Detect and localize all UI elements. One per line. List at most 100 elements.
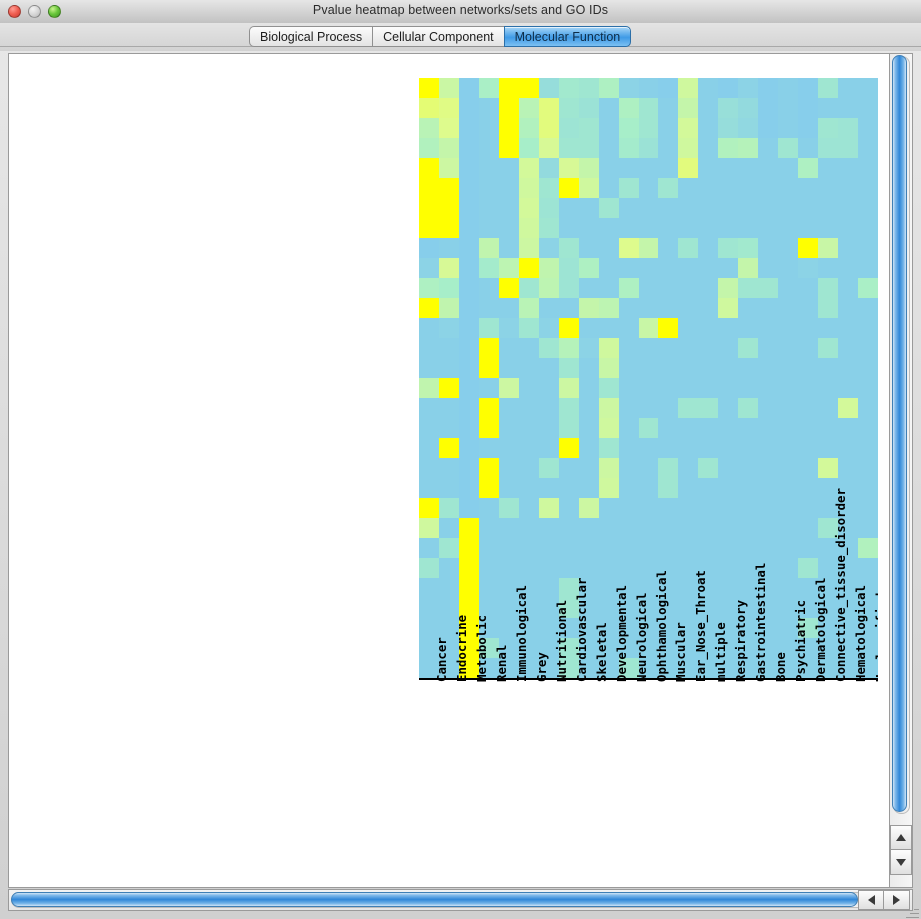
heatmap-cell[interactable]: [858, 538, 878, 559]
heatmap-cell[interactable]: [798, 138, 819, 159]
heatmap-cell[interactable]: [538, 158, 560, 179]
heatmap-cell[interactable]: [738, 598, 759, 619]
heatmap-cell[interactable]: [458, 138, 480, 159]
heatmap-cell[interactable]: [538, 378, 560, 399]
heatmap-cell[interactable]: [438, 598, 460, 619]
heatmap-cell[interactable]: [618, 158, 640, 179]
heatmap-cell[interactable]: [838, 478, 859, 499]
heatmap-cell[interactable]: [658, 198, 680, 219]
heatmap-cell[interactable]: [498, 618, 520, 639]
heatmap-cell[interactable]: [498, 98, 520, 119]
heatmap-cell[interactable]: [858, 198, 878, 219]
heatmap-cell[interactable]: [419, 378, 440, 399]
heatmap-cell[interactable]: [798, 658, 819, 679]
heatmap-cell[interactable]: [638, 598, 660, 619]
heatmap-cell[interactable]: [478, 498, 500, 519]
heatmap-cell[interactable]: [518, 498, 540, 519]
heatmap-cell[interactable]: [758, 218, 779, 239]
heatmap-cell[interactable]: [419, 338, 440, 359]
heatmap-cell[interactable]: [858, 458, 878, 479]
heatmap-cell[interactable]: [518, 178, 540, 199]
heatmap-cell[interactable]: [638, 278, 660, 299]
heatmap-cell[interactable]: [738, 618, 759, 639]
heatmap-cell[interactable]: [618, 298, 640, 319]
heatmap-cell[interactable]: [658, 158, 680, 179]
heatmap-cell[interactable]: [698, 398, 719, 419]
heatmap-cell[interactable]: [758, 198, 779, 219]
heatmap-cell[interactable]: [858, 358, 878, 379]
heatmap-cell[interactable]: [718, 398, 739, 419]
heatmap-cell[interactable]: [578, 278, 600, 299]
heatmap-cell[interactable]: [718, 458, 739, 479]
heatmap-cell[interactable]: [598, 258, 620, 279]
heatmap-cell[interactable]: [838, 78, 859, 99]
heatmap-cell[interactable]: [658, 658, 680, 679]
heatmap-cell[interactable]: [438, 518, 460, 539]
heatmap-cell[interactable]: [618, 438, 640, 459]
heatmap-cell[interactable]: [518, 478, 540, 499]
heatmap-cell[interactable]: [638, 98, 660, 119]
heatmap-cell[interactable]: [858, 498, 878, 519]
heatmap-cell[interactable]: [598, 178, 620, 199]
heatmap-cell[interactable]: [798, 238, 819, 259]
heatmap-cell[interactable]: [638, 378, 660, 399]
heatmap-cell[interactable]: [498, 278, 520, 299]
heatmap-cell[interactable]: [538, 418, 560, 439]
heatmap-cell[interactable]: [718, 658, 739, 679]
heatmap-cell[interactable]: [578, 78, 600, 99]
heatmap-cell[interactable]: [738, 278, 759, 299]
heatmap-cell[interactable]: [498, 238, 520, 259]
heatmap-cell[interactable]: [818, 538, 839, 559]
heatmap-cell[interactable]: [538, 438, 560, 459]
heatmap-cell[interactable]: [658, 258, 680, 279]
heatmap-cell[interactable]: [498, 538, 520, 559]
heatmap-cell[interactable]: [598, 478, 620, 499]
heatmap-cell[interactable]: [458, 598, 480, 619]
heatmap-cell[interactable]: [538, 178, 560, 199]
heatmap-cell[interactable]: [658, 138, 680, 159]
heatmap-cell[interactable]: [478, 318, 500, 339]
heatmap-cell[interactable]: [718, 598, 739, 619]
heatmap-cell[interactable]: [798, 318, 819, 339]
heatmap-cell[interactable]: [678, 78, 699, 99]
heatmap-cell[interactable]: [618, 118, 640, 139]
heatmap-cell[interactable]: [778, 558, 799, 579]
heatmap-cell[interactable]: [578, 518, 600, 539]
heatmap-cell[interactable]: [698, 98, 719, 119]
heatmap-cell[interactable]: [858, 278, 878, 299]
heatmap-cell[interactable]: [578, 178, 600, 199]
heatmap-cell[interactable]: [698, 498, 719, 519]
heatmap-cell[interactable]: [698, 338, 719, 359]
heatmap-cell[interactable]: [638, 458, 660, 479]
heatmap-cell[interactable]: [618, 358, 640, 379]
heatmap-cell[interactable]: [458, 258, 480, 279]
heatmap-cell[interactable]: [718, 218, 739, 239]
heatmap-cell[interactable]: [678, 238, 699, 259]
heatmap-cell[interactable]: [718, 578, 739, 599]
heatmap-cell[interactable]: [758, 118, 779, 139]
heatmap-cell[interactable]: [818, 558, 839, 579]
heatmap-cell[interactable]: [678, 538, 699, 559]
heatmap-cell[interactable]: [618, 258, 640, 279]
heatmap-cell[interactable]: [658, 618, 680, 639]
heatmap-cell[interactable]: [478, 638, 500, 659]
heatmap-cell[interactable]: [818, 238, 839, 259]
heatmap-cell[interactable]: [419, 298, 440, 319]
heatmap-cell[interactable]: [478, 538, 500, 559]
heatmap-cell[interactable]: [798, 538, 819, 559]
heatmap-cell[interactable]: [778, 498, 799, 519]
heatmap-cell[interactable]: [498, 338, 520, 359]
heatmap-cell[interactable]: [838, 98, 859, 119]
heatmap-cell[interactable]: [478, 518, 500, 539]
heatmap-cell[interactable]: [838, 638, 859, 659]
heatmap-cell[interactable]: [558, 358, 580, 379]
heatmap-cell[interactable]: [498, 658, 520, 679]
heatmap-cell[interactable]: [818, 258, 839, 279]
heatmap-cell[interactable]: [718, 358, 739, 379]
heatmap-cell[interactable]: [698, 638, 719, 659]
heatmap-cell[interactable]: [758, 518, 779, 539]
heatmap-cell[interactable]: [538, 218, 560, 239]
heatmap-cell[interactable]: [478, 378, 500, 399]
heatmap-cell[interactable]: [758, 498, 779, 519]
heatmap-cell[interactable]: [738, 538, 759, 559]
